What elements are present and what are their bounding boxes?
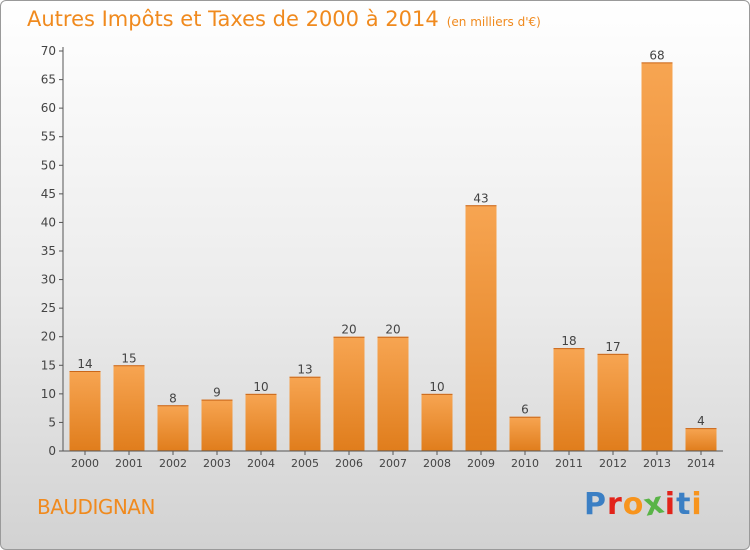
x-tick-label-2007: 2007 — [379, 457, 407, 470]
value-label-2006: 20 — [341, 323, 356, 337]
value-label-2012: 17 — [605, 340, 620, 354]
y-tick-label: 25 — [41, 301, 56, 315]
y-tick-label: 60 — [41, 101, 56, 115]
commune-name: BAUDIGNAN — [37, 495, 155, 519]
x-tick-label-2012: 2012 — [599, 457, 627, 470]
bar-2011 — [553, 348, 585, 451]
value-label-2003: 9 — [213, 386, 221, 400]
logo-letter: o — [622, 487, 645, 522]
x-tick-label-2003: 2003 — [203, 457, 231, 470]
value-label-2009: 43 — [473, 191, 488, 205]
y-tick-label: 50 — [41, 158, 56, 172]
bar-2001 — [113, 365, 145, 451]
proxiti-logo[interactable]: Proxiti — [584, 485, 703, 523]
value-label-2007: 20 — [385, 323, 400, 337]
x-tick-label-2014: 2014 — [687, 457, 715, 470]
bar-2014 — [685, 428, 717, 451]
bar-2013 — [641, 62, 673, 452]
bar-2010 — [509, 416, 541, 451]
value-label-2005: 13 — [297, 363, 312, 377]
y-tick-label: 65 — [41, 73, 56, 87]
bar-2005 — [289, 376, 321, 451]
y-tick-label: 55 — [41, 130, 56, 144]
bar-2009 — [465, 205, 497, 451]
value-label-2002: 8 — [169, 391, 177, 405]
y-tick-label: 0 — [48, 444, 56, 458]
chart-title: Autres Impôts et Taxes de 2000 à 2014 — [27, 7, 439, 31]
x-tick-label-2002: 2002 — [159, 457, 187, 470]
x-tick-label-2004: 2004 — [247, 457, 275, 470]
bar-2007 — [377, 336, 409, 451]
y-tick-label: 70 — [41, 44, 56, 58]
bar-2008 — [421, 393, 453, 451]
logo-letter: i — [691, 487, 703, 522]
logo-letter: r — [607, 487, 623, 522]
y-tick-label: 45 — [41, 187, 56, 201]
bar-2004 — [245, 393, 277, 451]
y-tick-label: 40 — [41, 215, 56, 229]
y-tick-label: 30 — [41, 273, 56, 287]
x-tick-label-2001: 2001 — [115, 457, 143, 470]
x-tick-label-2013: 2013 — [643, 457, 671, 470]
x-tick-label-2009: 2009 — [467, 457, 495, 470]
logo-letter: P — [584, 487, 607, 522]
value-label-2000: 14 — [77, 357, 92, 371]
value-label-2011: 18 — [561, 334, 576, 348]
x-tick-label-2005: 2005 — [291, 457, 319, 470]
value-label-2008: 10 — [429, 380, 444, 394]
value-label-2001: 15 — [121, 351, 136, 365]
value-label-2010: 6 — [521, 403, 529, 417]
x-tick-label-2006: 2006 — [335, 457, 363, 470]
title-row: Autres Impôts et Taxes de 2000 à 2014 (en… — [27, 7, 541, 31]
bar-2012 — [597, 353, 629, 451]
y-tick-label: 20 — [41, 330, 56, 344]
value-label-2004: 10 — [253, 380, 268, 394]
x-tick-label-2011: 2011 — [555, 457, 583, 470]
bar-2006 — [333, 336, 365, 451]
y-tick-label: 5 — [48, 415, 56, 429]
x-tick-label-2010: 2010 — [511, 457, 539, 470]
y-tick-label: 15 — [41, 358, 56, 372]
bar-2000 — [69, 371, 101, 451]
y-tick-label: 10 — [41, 387, 56, 401]
bar-2002 — [157, 405, 189, 451]
bar-2003 — [201, 399, 233, 451]
value-label-2013: 68 — [649, 48, 664, 62]
value-label-2014: 4 — [697, 414, 705, 428]
chart-subtitle: (en milliers d'€) — [446, 15, 541, 29]
y-tick-label: 35 — [41, 244, 56, 258]
logo-letter: t — [676, 487, 692, 522]
x-tick-label-2000: 2000 — [71, 457, 99, 470]
logo-letter: i — [664, 487, 677, 522]
x-tick-label-2008: 2008 — [423, 457, 451, 470]
